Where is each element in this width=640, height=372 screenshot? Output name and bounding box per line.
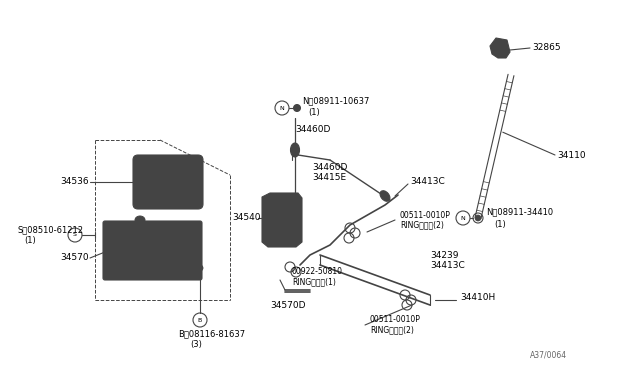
Polygon shape	[262, 193, 302, 247]
Text: 32865: 32865	[532, 44, 561, 52]
Ellipse shape	[291, 143, 300, 157]
Text: N〈08911-34410: N〈08911-34410	[486, 208, 553, 217]
Text: 34570D: 34570D	[270, 301, 305, 310]
Ellipse shape	[380, 191, 390, 201]
Text: A37/0064: A37/0064	[530, 351, 567, 360]
Text: RINGリング(1): RINGリング(1)	[292, 278, 336, 286]
Text: N: N	[461, 215, 465, 221]
Text: 34413C: 34413C	[410, 177, 445, 186]
Text: N: N	[280, 106, 284, 110]
Ellipse shape	[157, 175, 179, 189]
Text: 00511-0010P: 00511-0010P	[400, 212, 451, 221]
Circle shape	[281, 238, 285, 242]
Text: (1): (1)	[308, 109, 320, 118]
Text: N〈08911-10637: N〈08911-10637	[302, 96, 369, 106]
Circle shape	[475, 215, 481, 221]
Ellipse shape	[135, 216, 145, 224]
Text: RINGリング(2): RINGリング(2)	[400, 221, 444, 230]
FancyBboxPatch shape	[133, 155, 203, 209]
Text: (3): (3)	[190, 340, 202, 349]
Text: 00511-0010P: 00511-0010P	[370, 315, 421, 324]
Text: 34410H: 34410H	[460, 294, 495, 302]
Circle shape	[107, 251, 117, 261]
Polygon shape	[490, 38, 510, 58]
FancyBboxPatch shape	[103, 221, 202, 280]
Circle shape	[281, 198, 285, 202]
Ellipse shape	[140, 238, 170, 258]
Text: (1): (1)	[24, 235, 36, 244]
Text: S〈08510-61212: S〈08510-61212	[18, 225, 84, 234]
Text: B〈08116-81637: B〈08116-81637	[178, 330, 245, 339]
Text: 34460D: 34460D	[295, 125, 330, 135]
Text: 34110: 34110	[557, 151, 586, 160]
Text: 34570: 34570	[60, 253, 88, 263]
Circle shape	[187, 251, 197, 261]
Text: 00922-50810: 00922-50810	[292, 267, 343, 276]
Circle shape	[294, 105, 301, 112]
Ellipse shape	[106, 249, 118, 263]
Text: 34415E: 34415E	[312, 173, 346, 183]
Ellipse shape	[186, 249, 198, 263]
Text: 34239: 34239	[430, 250, 458, 260]
Text: (1): (1)	[494, 219, 506, 228]
Text: B: B	[198, 317, 202, 323]
Text: 34540: 34540	[232, 214, 260, 222]
Text: RINGリング(2): RINGリング(2)	[370, 326, 414, 334]
Text: 34536: 34536	[60, 177, 88, 186]
Text: 34413C: 34413C	[430, 260, 465, 269]
Text: S: S	[73, 232, 77, 237]
Text: 34460D: 34460D	[312, 164, 348, 173]
Circle shape	[197, 265, 203, 271]
